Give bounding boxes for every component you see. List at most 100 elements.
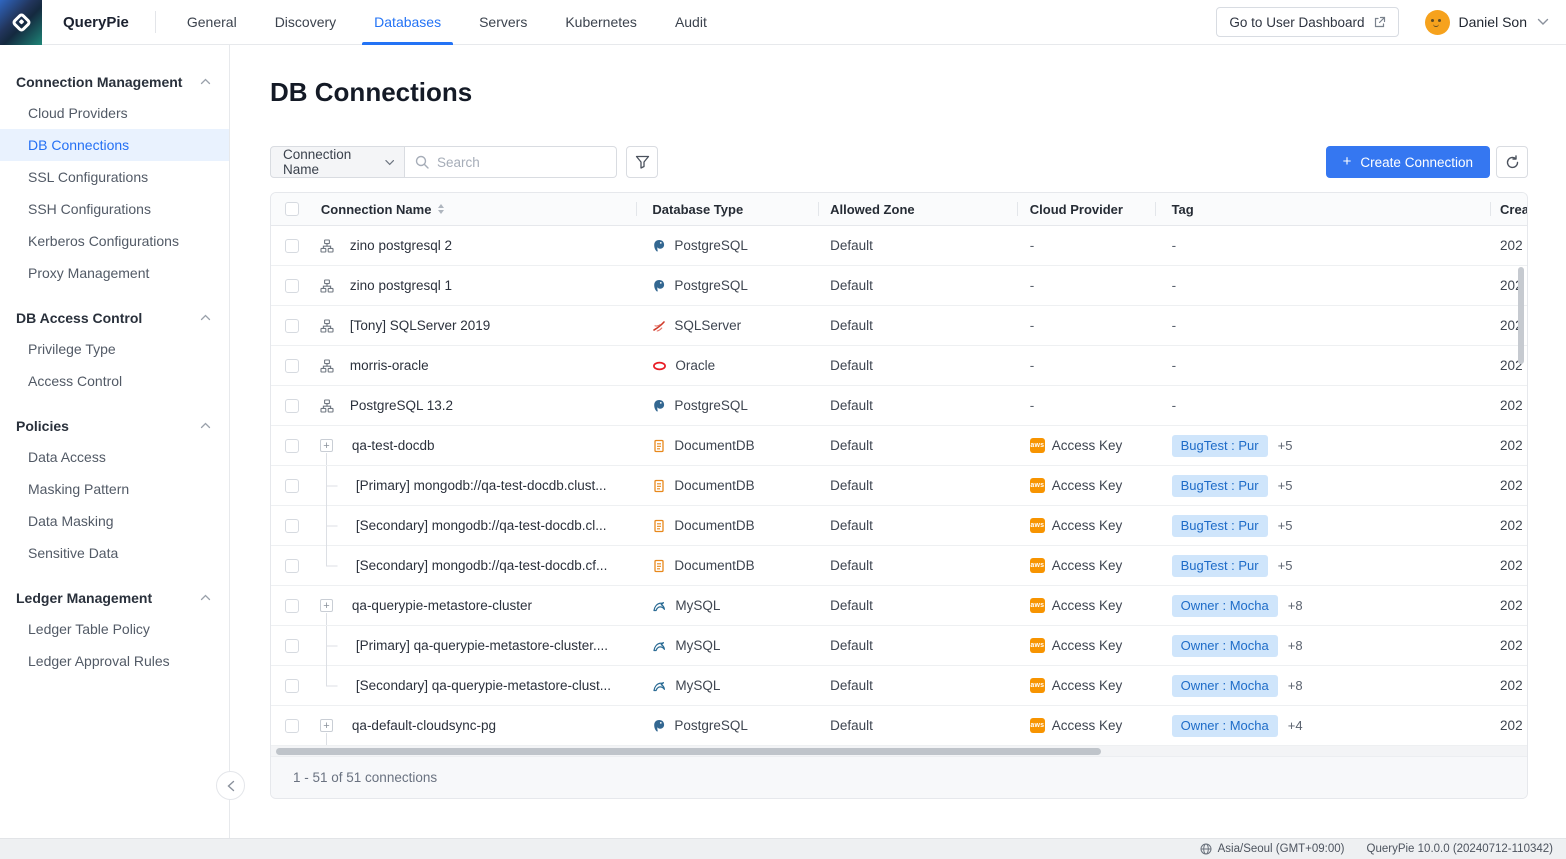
cloud-provider: - [1029,318,1035,333]
create-connection-button[interactable]: + Create Connection [1325,146,1490,178]
table-row[interactable]: morris-oracle Oracle Default - - 202 [271,346,1527,386]
row-checkbox[interactable] [284,278,299,293]
sort-icon[interactable] [438,204,445,214]
sidebar-item-ledger-table-policy[interactable]: Ledger Table Policy [28,621,150,637]
select-all-checkbox[interactable] [284,202,299,216]
table-row[interactable]: [Primary] qa-querypie-metastore-cluster.… [271,625,1527,666]
row-checkbox[interactable] [284,718,299,733]
row-checkbox[interactable] [284,598,299,613]
table-row[interactable]: [Primary] mongodb://qa-test-docdb.clust.… [271,465,1527,506]
refresh-button[interactable] [1496,146,1528,178]
column-connection-name[interactable]: Connection Name [313,193,636,225]
allowed-zone: Default [830,558,873,573]
search-icon [415,155,429,169]
column-created[interactable]: Crea [1490,193,1527,225]
sidebar-item-data-access[interactable]: Data Access [28,449,106,465]
tab-databases[interactable]: Databases [355,0,460,45]
filter-funnel-button[interactable] [626,146,658,178]
tag-pill[interactable]: BugTest : Pur [1171,514,1268,537]
tab-audit[interactable]: Audit [674,14,707,30]
table-row[interactable]: [Secondary] mongodb://qa-test-docdb.cl..… [271,505,1527,546]
tag-more-count[interactable]: +8 [1287,678,1303,693]
expand-plus-icon[interactable]: + [319,599,333,612]
tag-pill[interactable]: BugTest : Pur [1171,554,1268,577]
tree-branch-icon [325,625,338,666]
sidebar-item-access-control[interactable]: Access Control [28,373,123,389]
column-tag[interactable]: Tag [1154,193,1490,225]
table-row[interactable]: [Tony] SQLServer 2019 SQLServer Default … [271,306,1527,346]
sidebar-title-connection-management[interactable]: Connection Management [0,66,229,97]
table-row[interactable]: zino postgresql 1 PostgreSQL Default - -… [271,266,1527,306]
expand-plus-icon[interactable]: + [319,439,333,452]
brand-name: QueryPie [63,13,129,31]
tag-pill[interactable]: Owner : Mocha [1171,714,1278,737]
row-checkbox[interactable] [284,238,299,253]
sidebar-title-ledger-management[interactable]: Ledger Management [0,582,229,613]
row-checkbox[interactable] [284,318,299,333]
vertical-scrollbar[interactable] [1518,267,1524,364]
column-database-type[interactable]: Database Type [636,193,818,225]
chevron-down-icon[interactable] [1537,18,1549,26]
tag-pill[interactable]: BugTest : Pur [1171,474,1268,497]
horizontal-scrollbar[interactable] [276,747,1101,755]
tag-pill[interactable]: BugTest : Pur [1171,434,1268,457]
connection-name: [Primary] mongodb://qa-test-docdb.clust.… [355,478,607,493]
search-input[interactable] [437,154,587,170]
sidebar-item-privilege-type[interactable]: Privilege Type [28,341,116,357]
tab-kubernetes[interactable]: Kubernetes [565,14,637,30]
column-allowed-zone[interactable]: Allowed Zone [818,193,1017,225]
filter-field-select[interactable]: Connection Name [270,146,405,178]
row-checkbox[interactable] [284,678,299,693]
table-row[interactable]: + qa-querypie-metastore-cluster MySQL De… [271,586,1527,626]
hierarchy-icon [320,318,334,333]
tag-pill[interactable]: Owner : Mocha [1171,674,1278,697]
tab-discovery[interactable]: Discovery [274,14,337,30]
sidebar-item-sensitive-data[interactable]: Sensitive Data [28,545,119,561]
row-checkbox[interactable] [284,638,299,653]
sidebar-item-proxy-management[interactable]: Proxy Management [28,265,150,281]
tag-more-count[interactable]: +4 [1287,718,1303,733]
tag-pill[interactable]: Owner : Mocha [1171,634,1278,657]
row-checkbox[interactable] [284,558,299,573]
table-row[interactable]: [Secondary] qa-querypie-metastore-clust.… [271,665,1527,706]
tab-servers[interactable]: Servers [479,14,528,30]
allowed-zone: Default [830,278,873,293]
table-row[interactable]: PostgreSQL 13.2 PostgreSQL Default - - 2… [271,386,1527,426]
sidebar-item-masking-pattern[interactable]: Masking Pattern [28,481,130,497]
row-checkbox[interactable] [284,478,299,493]
expand-plus-icon[interactable]: + [319,719,333,732]
row-checkbox[interactable] [284,518,299,533]
tag: - [1171,358,1177,373]
row-checkbox[interactable] [284,358,299,373]
avatar[interactable] [1424,9,1450,35]
tag-pill[interactable]: Owner : Mocha [1171,594,1278,617]
sidebar-item-ledger-approval-rules[interactable]: Ledger Approval Rules [28,653,170,669]
table-row[interactable]: + qa-test-docdb DocumentDB Default aws Ac… [271,426,1527,466]
sidebar-collapse-button[interactable] [216,771,245,800]
sidebar-item-data-masking[interactable]: Data Masking [28,513,114,529]
tag-more-count[interactable]: +8 [1287,598,1303,613]
tab-general[interactable]: General [186,14,237,30]
sidebar-item-ssh-configurations[interactable]: SSH Configurations [28,201,151,217]
row-checkbox[interactable] [284,398,299,413]
table-row[interactable]: + qa-default-cloudsync-pg PostgreSQL Def… [271,706,1527,746]
aws-icon: aws [1029,478,1045,493]
sidebar-title-policies[interactable]: Policies [0,410,229,441]
row-checkbox[interactable] [284,438,299,453]
tag-more-count[interactable]: +5 [1277,518,1293,533]
go-to-user-dashboard-button[interactable]: Go to User Dashboard [1216,7,1399,37]
table-row[interactable]: [Secondary] mongodb://qa-test-docdb.cf..… [271,545,1527,586]
sidebar-item-kerberos-configurations[interactable]: Kerberos Configurations [28,233,179,249]
table-footer: 1 - 51 of 51 connections [271,756,1527,798]
table-row[interactable]: zino postgresql 2 PostgreSQL Default - -… [271,226,1527,266]
sidebar-title-db-access-control[interactable]: DB Access Control [0,302,229,333]
sidebar-item-ssl-configurations[interactable]: SSL Configurations [28,169,149,185]
column-cloud-provider[interactable]: Cloud Provider [1016,193,1155,225]
tag-more-count[interactable]: +8 [1287,638,1303,653]
sidebar-item-cloud-providers[interactable]: Cloud Providers [28,105,128,121]
tag-more-count[interactable]: +5 [1277,558,1293,573]
tag-more-count[interactable]: +5 [1277,478,1293,493]
sidebar-item-db-connections[interactable]: DB Connections [0,129,229,161]
database-type: DocumentDB [674,478,755,493]
tag-more-count[interactable]: +5 [1277,438,1293,453]
